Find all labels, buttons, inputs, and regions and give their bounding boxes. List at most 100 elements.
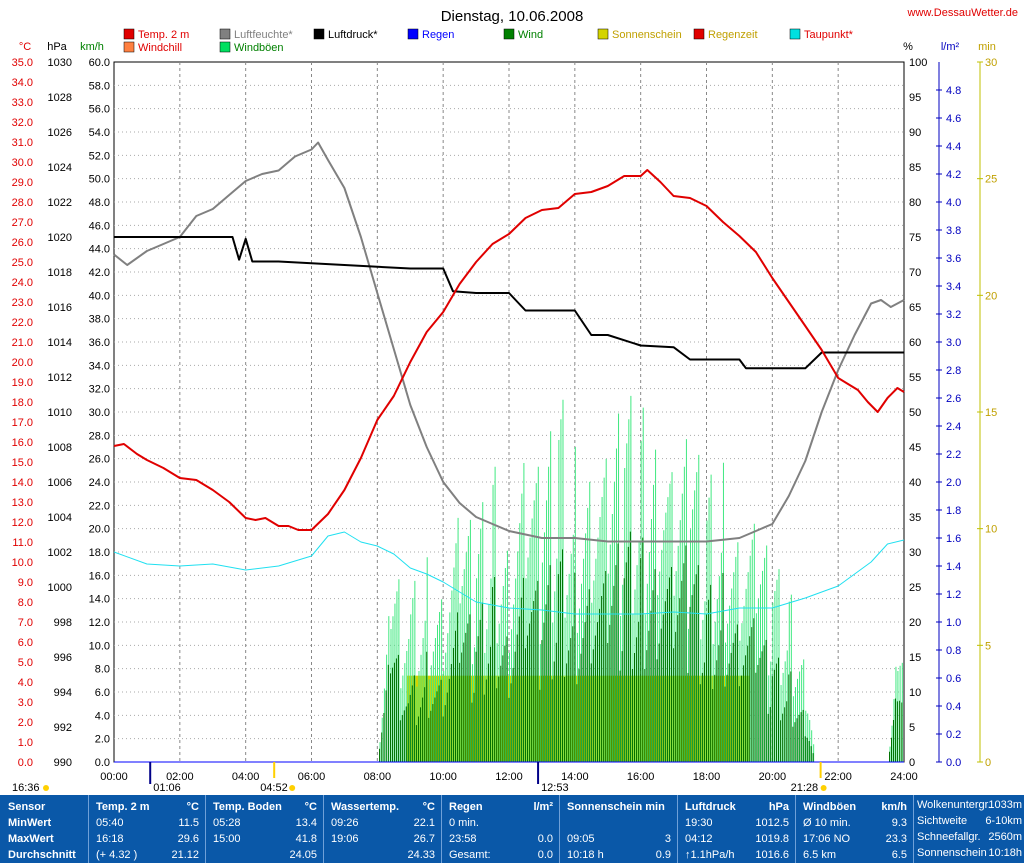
table-col-tempBoden: Temp. Boden °C 05:28 13.4 15:00 41.8 24.05 <box>205 795 324 863</box>
rain-tick: 3.8 <box>946 225 961 237</box>
table-unit: °C <box>186 801 199 813</box>
pressure-tick: 990 <box>54 757 72 769</box>
legend-label: Regen <box>422 29 454 41</box>
pressure-unit: hPa <box>47 41 67 53</box>
table-value: 1012.5 <box>755 817 789 829</box>
humidity-tick: 45 <box>909 442 921 454</box>
humidity-tick: 30 <box>909 547 921 559</box>
left-time: 16:36 <box>12 782 40 794</box>
table-header: Wassertemp. <box>331 801 400 813</box>
rain-tick: 2.0 <box>946 477 961 489</box>
temp-tick: 18.0 <box>12 397 33 409</box>
temp-tick: 15.0 <box>12 457 33 469</box>
wind-tick: 52.0 <box>89 150 110 162</box>
sun-tick: 20 <box>985 290 997 302</box>
series <box>113 141 905 763</box>
humidity-tick: 60 <box>909 337 921 349</box>
rain-tick: 0.2 <box>946 729 961 741</box>
wind-tick: 34.0 <box>89 360 110 372</box>
table-col-extra: Wolkenuntergr. 1033m Sichtweite 6-10km Schne… <box>913 795 1024 863</box>
table-value: 9.3 <box>891 817 907 829</box>
table-value: 29.6 <box>177 833 199 845</box>
wind-tick: 30.0 <box>89 407 110 419</box>
rain-tick: 1.0 <box>946 617 961 629</box>
table-header: Windböen <box>803 801 857 813</box>
legend-swatch <box>123 28 135 40</box>
dewpoint-line <box>113 531 905 615</box>
pressure-tick: 998 <box>54 617 72 629</box>
table-time: Gesamt: <box>449 849 491 861</box>
table-time: 0 min. <box>449 817 479 829</box>
table-value: 22.1 <box>413 817 435 829</box>
table-value: 13.4 <box>295 817 317 829</box>
weather-chart: Dienstag, 10.06.2008 www.DessauWetter.de… <box>12 7 1018 794</box>
table-col-druck: Luftdruck hPa 19:30 1012.5 04:12 1019.8 ↑1.1hP… <box>677 795 796 863</box>
table-time: 15:00 <box>213 833 241 845</box>
table-col-sensor: Sensor MinWert MaxWert Durchschnitt <box>0 795 89 863</box>
sun-tick: 25 <box>985 174 997 186</box>
wind-unit: km/h <box>80 41 104 53</box>
temp-tick: 34.0 <box>12 77 33 89</box>
legend-swatch <box>219 41 231 53</box>
legend-swatch <box>693 28 705 40</box>
table-time: ↑1.1hPa/h <box>685 849 735 861</box>
legend-label: Wind <box>518 29 543 41</box>
temp-tick: 35.0 <box>12 57 33 69</box>
rain-tick: 3.6 <box>946 253 961 265</box>
extra-label: Sonnenschein <box>917 847 987 859</box>
site-link[interactable]: www.DessauWetter.de <box>907 7 1018 19</box>
temp-tick: 25.0 <box>12 257 33 269</box>
sunrise-icon <box>289 785 296 791</box>
table-value: 1019.8 <box>755 833 789 845</box>
table-value: 23.3 <box>885 833 907 845</box>
sun-icon <box>43 785 49 791</box>
rain-tick: 1.6 <box>946 533 961 545</box>
temp-tick: 10.0 <box>12 557 33 569</box>
pressure-tick: 1018 <box>48 267 72 279</box>
humidity-tick: 50 <box>909 407 921 419</box>
table-col-regen: Regen l/m² 0 min. 23:58 0.0 Gesamt: 0.0 <box>441 795 560 863</box>
legend-label: Windchill <box>138 42 182 54</box>
humidity-tick: 95 <box>909 92 921 104</box>
pressure-tick: 994 <box>54 687 72 699</box>
table-value: 24.05 <box>289 849 317 861</box>
rain-tick: 0.0 <box>946 757 961 769</box>
temp-tick: 14.0 <box>12 477 33 489</box>
temp-tick: 32.0 <box>12 117 33 129</box>
temp-tick: 5.0 <box>18 657 33 669</box>
temp-tick: 23.0 <box>12 297 33 309</box>
temp-tick: 19.0 <box>12 377 33 389</box>
wind-tick: 0.0 <box>95 757 110 769</box>
temp-tick: 7.0 <box>18 617 33 629</box>
rain-tick: 1.8 <box>946 505 961 517</box>
time-tick: 16:00 <box>627 771 655 783</box>
temp-tick: 17.0 <box>12 417 33 429</box>
temp-tick: 12.0 <box>12 517 33 529</box>
temp-tick: 28.0 <box>12 197 33 209</box>
humidity-tick: 20 <box>909 617 921 629</box>
table-value: 24.33 <box>407 849 435 861</box>
extra-label: Schneefallgr. <box>917 831 981 843</box>
humidity-tick: 0 <box>909 757 915 769</box>
rain-unit: l/m² <box>941 41 960 53</box>
pressure-tick: 1008 <box>48 442 72 454</box>
sun-unit: min <box>978 41 996 53</box>
time-tick: 02:00 <box>166 771 194 783</box>
temp-tick: 33.0 <box>12 97 33 109</box>
temp-tick: 11.0 <box>12 537 33 549</box>
wind-tick: 8.0 <box>95 664 110 676</box>
table-time: 23:58 <box>449 833 477 845</box>
rain-tick: 2.4 <box>946 421 961 433</box>
table-unit: hPa <box>768 801 789 813</box>
temp-unit: °C <box>19 41 31 53</box>
wind-tick: 44.0 <box>89 244 110 256</box>
time-tick: 00:00 <box>100 771 128 783</box>
pressure-tick: 1028 <box>48 92 72 104</box>
pressure-tick: 1004 <box>48 512 72 524</box>
wind-tick: 54.0 <box>89 127 110 139</box>
rain-tick: 4.4 <box>946 141 961 153</box>
extra-label: Sichtweite <box>917 815 968 827</box>
wind-tick: 26.0 <box>89 454 110 466</box>
temp-tick: 22.0 <box>12 317 33 329</box>
wind-tick: 50.0 <box>89 174 110 186</box>
